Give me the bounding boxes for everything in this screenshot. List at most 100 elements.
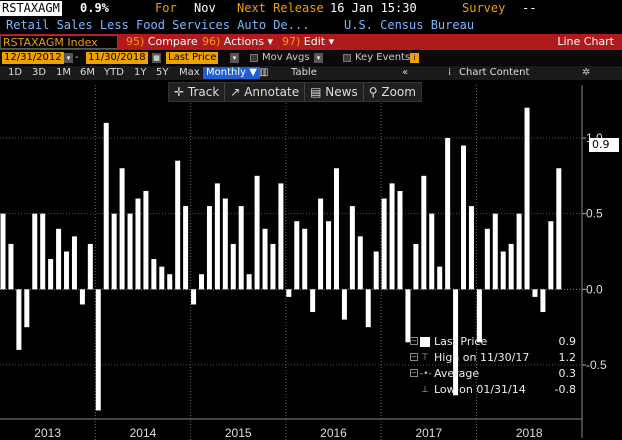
period-max[interactable]: Max: [179, 67, 200, 78]
bar-chart-icon[interactable]: ▥: [259, 67, 269, 78]
bar-2016-02: [294, 221, 300, 290]
frequency-value: Monthly: [206, 67, 247, 78]
end-date-field[interactable]: 11/30/2018: [86, 52, 148, 64]
mov-avgs-dropdown-icon[interactable]: ▾: [314, 53, 323, 63]
last-value-badge: 0.9: [589, 138, 619, 152]
zoom-icon: ⚲: [368, 85, 378, 99]
bar-chart[interactable]: 2013201420152016201720181.00.50.0-0.5: [0, 80, 622, 440]
bar-2013-03: [16, 289, 22, 350]
period-1y[interactable]: 1Y: [134, 67, 147, 78]
bar-2016-10: [357, 236, 363, 290]
bar-2014-03: [111, 213, 117, 290]
bar-2015-11: [270, 243, 276, 290]
function-menu-bar: RSTAXAGM Index 95) Compare 96) Actions ▾…: [0, 34, 622, 50]
bar-2014-12: [183, 206, 189, 290]
legend-toggle-icon[interactable]: −: [410, 337, 418, 345]
edit-menu[interactable]: 97) Edit ▾: [282, 34, 334, 50]
bar-2017-02: [389, 183, 395, 290]
annotate-button[interactable]: ↗ Annotate: [225, 83, 306, 101]
period-1m[interactable]: 1M: [56, 67, 71, 78]
bar-2014-02: [103, 122, 109, 290]
bar-2015-05: [222, 198, 228, 290]
y-tick-label: 0.0: [586, 282, 603, 296]
news-label: News: [325, 85, 358, 99]
mov-avgs-checkbox[interactable]: [250, 54, 258, 62]
key-events-checkbox[interactable]: [343, 54, 351, 62]
zoom-button[interactable]: ⚲ Zoom: [364, 83, 421, 101]
bar-2016-04: [310, 289, 316, 313]
compare-menu[interactable]: 95) Compare: [126, 34, 198, 50]
calendar-icon[interactable]: ▦: [152, 53, 161, 63]
collapse-panel-button[interactable]: «: [402, 67, 409, 78]
crosshair-icon: ✛: [174, 85, 185, 99]
bar-2013-07: [48, 259, 54, 290]
bar-2014-11: [175, 160, 181, 290]
price-field-dropdown-icon[interactable]: ▾: [230, 53, 239, 63]
frequency-select[interactable]: Monthly ▼: [203, 67, 260, 79]
bar-2017-10: [453, 289, 459, 396]
bar-2016-11: [365, 289, 371, 328]
actions-number: 96): [202, 35, 221, 48]
start-date-picker-icon[interactable]: ▾: [64, 53, 73, 63]
legend-high-value: 1.2: [558, 351, 577, 364]
edit-number: 97): [282, 35, 301, 48]
chart-content-icon[interactable]: ⁞: [448, 67, 452, 78]
bar-2016-06: [326, 221, 332, 290]
bar-2018-06: [516, 213, 522, 290]
mov-avgs-label[interactable]: Mov Avgs: [262, 52, 310, 63]
bar-2013-06: [40, 213, 46, 290]
annotate-label: Annotate: [244, 85, 300, 99]
legend-high-label: High on 11/30/17: [434, 351, 530, 364]
bar-2014-06: [135, 198, 141, 290]
price-field-select[interactable]: Last Price: [166, 52, 219, 64]
bar-2014-10: [167, 274, 173, 290]
bar-2014-01: [95, 289, 101, 411]
key-events-info-icon[interactable]: i: [410, 53, 419, 63]
ticker-symbol[interactable]: RSTAXAGM: [0, 1, 62, 16]
chart-type-label: Line Chart: [557, 35, 614, 48]
period-6m[interactable]: 6M: [80, 67, 95, 78]
period-3d[interactable]: 3D: [32, 67, 47, 78]
security-index-field[interactable]: RSTAXAGM Index: [0, 35, 118, 49]
bar-2014-07: [143, 190, 149, 290]
bar-2015-02: [199, 274, 204, 290]
legend-last-price[interactable]: − Last Price 0.9: [410, 334, 578, 350]
table-button[interactable]: Table: [291, 67, 317, 78]
period-selector-bar: 1D 3D 1M 6M YTD 1Y 5Y Max Monthly ▼ ▥ Ta…: [0, 66, 622, 80]
bar-swatch-icon: [420, 337, 430, 347]
legend-high: − ⊤ High on 11/30/17 1.2: [410, 350, 578, 366]
actions-menu[interactable]: 96) Actions ▾: [202, 34, 273, 50]
legend-toggle-icon[interactable]: −: [410, 353, 418, 361]
bar-2018-08: [532, 289, 538, 297]
legend-toggle-icon[interactable]: −: [410, 369, 418, 377]
period-5y[interactable]: 5Y: [156, 67, 169, 78]
key-events-label[interactable]: Key Events: [355, 52, 411, 63]
date-separator: -: [75, 52, 79, 63]
edit-label: Edit: [303, 35, 326, 48]
bar-2013-12: [87, 243, 93, 290]
chart-toolbar: ✛ Track ↗ Annotate ▤ News ⚲ Zoom: [168, 82, 422, 102]
gear-icon[interactable]: ✲: [582, 67, 591, 78]
start-date-field[interactable]: 12/31/2012: [2, 52, 64, 64]
bar-2014-09: [159, 266, 165, 290]
legend-average-label: Average: [434, 367, 480, 380]
chart-content-button[interactable]: Chart Content: [459, 67, 530, 78]
x-tick-label: 2015: [225, 426, 252, 440]
track-button[interactable]: ✛ Track: [169, 83, 226, 101]
data-source[interactable]: U.S. Census Bureau: [344, 18, 475, 32]
news-button[interactable]: ▤ News: [305, 83, 364, 101]
period-ytd[interactable]: YTD: [104, 67, 124, 78]
bar-2018-07: [524, 107, 530, 290]
chart-options-bar: 12/31/2012 ▾ - 11/30/2018 ▦ Last Price ▾…: [0, 51, 622, 65]
bar-2017-03: [397, 190, 403, 290]
bar-2015-07: [238, 206, 244, 290]
bar-2016-09: [349, 206, 355, 290]
period-1d[interactable]: 1D: [8, 67, 23, 78]
bar-2013-09: [64, 251, 70, 290]
legend-low: ⊥ Low on 01/31/14 -0.8: [410, 382, 578, 398]
security-header: RSTAXAGM 0.9% For Nov Next Release 16 Ja…: [0, 0, 622, 17]
legend-average-value: 0.3: [558, 367, 577, 380]
security-name[interactable]: Retail Sales Less Food Services Auto De.…: [6, 18, 310, 32]
annotate-icon: ↗: [230, 85, 241, 99]
bar-2018-03: [492, 213, 498, 290]
